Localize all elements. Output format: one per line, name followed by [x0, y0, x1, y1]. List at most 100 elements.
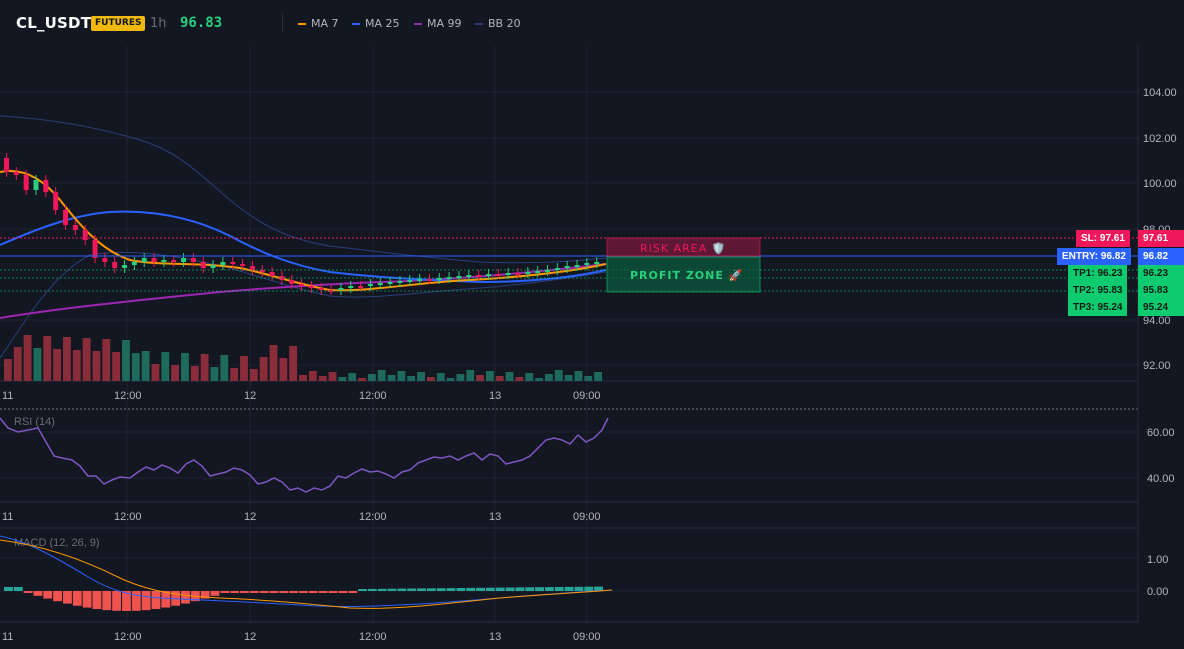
price-tick: 102.00 [1143, 133, 1177, 145]
macd-hist-bar [525, 587, 535, 591]
volume-bar [426, 377, 435, 381]
volume-bar [584, 376, 593, 381]
candle-body [367, 284, 373, 286]
risk-area-box[interactable] [606, 237, 761, 257]
tp1-axis-price: 96.23 [1138, 265, 1184, 282]
macd-hist-bar [348, 591, 358, 593]
candle-body [308, 286, 314, 288]
candle-body [407, 280, 413, 282]
volume-bar [417, 372, 425, 381]
volume-bar [367, 374, 376, 381]
volume-bar [505, 372, 514, 381]
macd-hist-bar [43, 591, 53, 599]
sl-axis-price: 97.61 [1138, 230, 1184, 247]
candlesticks[interactable] [4, 153, 600, 295]
macd-line [0, 535, 613, 608]
volume-bar [338, 377, 347, 381]
candle-body [122, 265, 128, 268]
candle-body [299, 284, 305, 286]
volume-bar [397, 371, 406, 381]
macd-hist-bar [426, 588, 436, 591]
volume-bar [574, 371, 583, 381]
candle-body [63, 210, 69, 225]
legend-ma25-label: MA 25 [365, 17, 400, 30]
macd-tick: 1.00 [1147, 554, 1168, 566]
volume-bar [141, 351, 150, 381]
volume-bar [210, 367, 219, 381]
legend-ma99[interactable]: MA 99 [414, 17, 462, 30]
legend-ma25[interactable]: MA 25 [352, 17, 400, 30]
sl-tag[interactable]: SL: 97.61 [1076, 230, 1130, 247]
timeframe-label[interactable]: 1h [150, 16, 167, 31]
candle-body [515, 273, 521, 275]
volume-bar [525, 373, 534, 381]
chart-header: CL_USDT FUTURES 1h 96.83 MA 7 MA 25 MA 9… [0, 0, 1184, 46]
candle-body [289, 280, 295, 284]
volume-bar [72, 350, 81, 381]
macd-hist-bar [466, 587, 476, 591]
symbol-name[interactable]: CL_USDT [16, 14, 92, 32]
candle-body [72, 225, 78, 230]
legend-bb20[interactable]: BB 20 [475, 17, 521, 30]
macd-hist-bar [417, 588, 426, 591]
macd-hist-bar [495, 587, 505, 591]
tp3-tag[interactable]: TP3: 95.24 [1068, 299, 1128, 316]
rsi-axis: 60.00 40.00 [1147, 427, 1175, 485]
candle-body [554, 268, 560, 270]
candle-body [200, 262, 206, 268]
macd-hist-bar [33, 591, 43, 596]
volume-bar [230, 368, 239, 381]
legend-ma7[interactable]: MA 7 [298, 17, 339, 30]
ma25-line [0, 210, 607, 284]
volume-bar [515, 377, 524, 381]
macd-hist-bar [377, 588, 387, 591]
candle-body [417, 279, 423, 281]
profit-zone-label: PROFIT ZONE 🚀 [630, 269, 743, 282]
volume-bar [151, 364, 160, 381]
volume-bar [161, 352, 170, 381]
volume-bar [299, 375, 307, 381]
time-tick: 09:00 [573, 390, 601, 402]
ma99-swatch-icon [414, 22, 422, 25]
macd-hist-bar [63, 591, 72, 604]
volume-bar [190, 366, 199, 381]
macd-hist-bar [220, 591, 230, 593]
rsi-tick: 40.00 [1147, 473, 1175, 485]
price-tick: 100.00 [1143, 178, 1177, 190]
candle-body [456, 276, 462, 278]
volume-bar [259, 357, 268, 381]
macd-hist-bar [476, 587, 485, 591]
macd-hist-bar [289, 591, 299, 593]
profit-zone-box[interactable] [606, 256, 761, 293]
legend-ma7-label: MA 7 [311, 17, 339, 30]
macd-hist-bar [259, 591, 269, 593]
header-divider [282, 14, 283, 32]
volume-bar [377, 370, 386, 381]
macd-hist-bar [23, 591, 33, 593]
candle-body [43, 180, 49, 192]
time-tick: 09:00 [573, 631, 601, 643]
macd-hist-bar [367, 588, 377, 591]
volume-bar [318, 376, 327, 381]
candle-body [23, 175, 29, 190]
candle-body [328, 290, 334, 292]
volume-bar [122, 340, 130, 381]
volume-bar [358, 378, 366, 381]
rsi-label: RSI (14) [14, 416, 55, 428]
volume-bar [220, 355, 229, 381]
volume-bar [33, 348, 42, 381]
volume-bar [476, 375, 484, 381]
tp1-tag[interactable]: TP1: 96.23 [1068, 265, 1128, 282]
macd-hist-bar [53, 591, 63, 602]
macd-hist-bar [328, 591, 338, 593]
volume-bar [289, 346, 298, 381]
candle-body [4, 158, 9, 172]
tp2-tag[interactable]: TP2: 95.83 [1068, 282, 1128, 299]
entry-tag[interactable]: ENTRY: 96.82 [1057, 248, 1131, 265]
volume-bar [112, 352, 121, 381]
macd-hist-bar [515, 587, 525, 591]
volume-bar [328, 372, 337, 381]
macd-tick: 0.00 [1147, 586, 1168, 598]
macd-histogram [4, 586, 603, 611]
